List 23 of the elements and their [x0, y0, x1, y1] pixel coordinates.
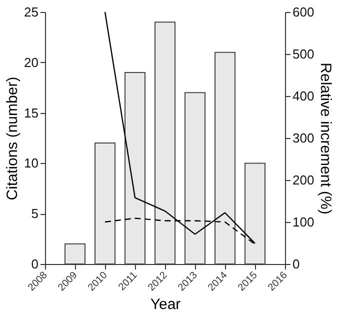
- y2-tick-label: 600: [292, 4, 314, 20]
- y2-tick-label: 300: [292, 130, 314, 146]
- y2-tick-label: 400: [292, 88, 314, 104]
- bar: [184, 92, 206, 264]
- bar: [124, 72, 146, 264]
- bar: [214, 52, 236, 264]
- y-tick-label: 15: [24, 105, 38, 120]
- bar: [154, 22, 176, 264]
- y-tick-label: 5: [31, 206, 38, 222]
- y-tick-label: 10: [24, 156, 38, 171]
- bar: [94, 142, 116, 264]
- bar: [64, 243, 86, 264]
- y2-axis-title: Relative increment (%): [317, 62, 334, 214]
- y2-tick-label: 500: [292, 46, 314, 62]
- x-axis-title: Year: [150, 296, 181, 313]
- y-axis-title: Citations (number): [4, 76, 22, 200]
- y-tick-label: 20: [24, 54, 38, 70]
- y-tick-label: 0: [31, 256, 38, 272]
- y2-tick-label: 100: [292, 214, 314, 230]
- y-tick-label: 25: [24, 4, 38, 20]
- y2-tick-label: 0: [292, 256, 300, 272]
- y2-tick-label: 200: [292, 172, 314, 188]
- bar: [244, 162, 266, 264]
